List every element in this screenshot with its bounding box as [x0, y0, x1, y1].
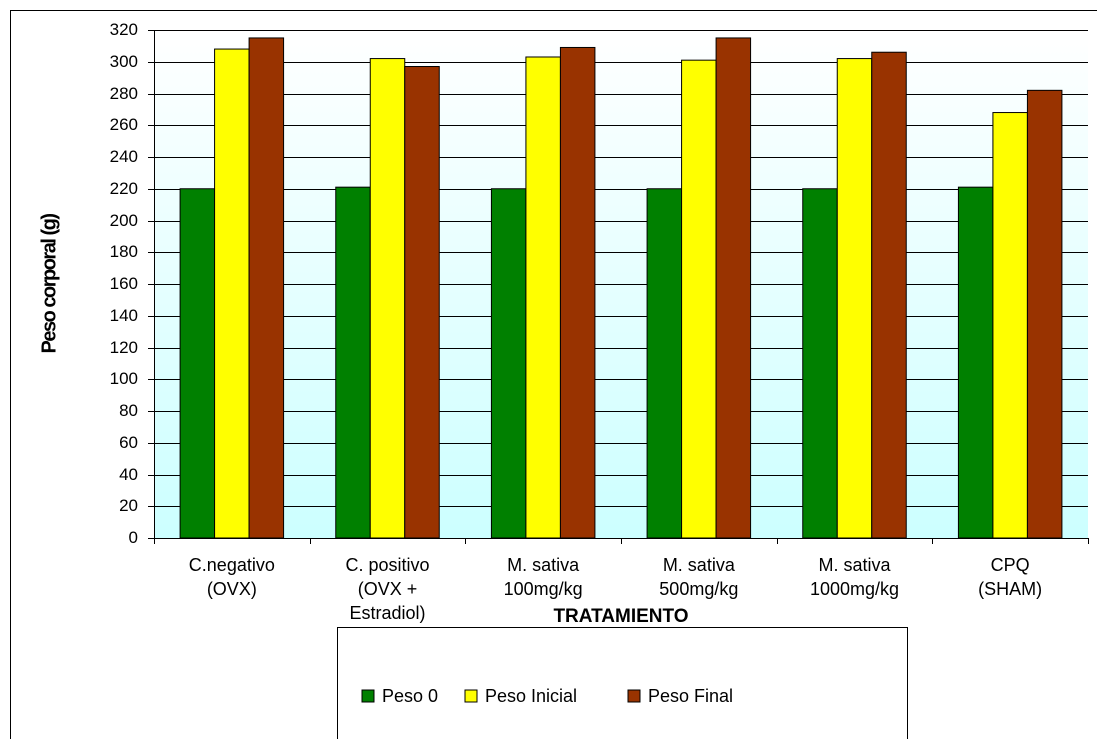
x-tick-label: (OVX): [207, 579, 257, 599]
bar: [1026, 89, 1063, 539]
y-tick-label: 40: [119, 465, 138, 484]
y-tick-label: 260: [110, 115, 138, 134]
x-tick-label: C. positivo: [345, 555, 429, 575]
y-tick-label: 100: [110, 369, 138, 388]
y-tick-label: 140: [110, 306, 138, 325]
y-tick-label: 280: [110, 84, 138, 103]
y-tick-label: 160: [110, 274, 138, 293]
y-tick-label: 320: [110, 20, 138, 39]
y-axis-title: Peso corporal (g): [38, 214, 60, 354]
bar: [248, 37, 285, 539]
legend-label: Peso 0: [382, 686, 438, 706]
bar: [802, 188, 838, 539]
y-tick-label: 240: [110, 147, 138, 166]
y-tick-label: 200: [110, 211, 138, 230]
bar: [836, 58, 873, 539]
x-tick-label: Estradiol): [349, 603, 425, 623]
x-tick-label: M. sativa: [663, 555, 736, 575]
legend-label: Peso Inicial: [485, 686, 577, 706]
x-tick-label: M. sativa: [507, 555, 580, 575]
bar: [525, 56, 561, 539]
bar: [715, 37, 752, 539]
y-tick-label: 180: [110, 242, 138, 261]
legend-swatch: [361, 689, 375, 703]
legend-swatch: [627, 689, 641, 703]
x-tick-label: M. sativa: [818, 555, 891, 575]
legend-label: Peso Final: [648, 686, 733, 706]
y-tick-label: 220: [110, 179, 138, 198]
bar: [369, 58, 406, 539]
bar: [871, 51, 907, 539]
x-tick-label: 1000mg/kg: [810, 579, 899, 599]
chart-frame: [10, 10, 1097, 739]
x-tick-label: 500mg/kg: [659, 579, 738, 599]
x-tick-label: (OVX +: [358, 579, 418, 599]
bar: [214, 48, 250, 539]
bar: [681, 59, 717, 539]
y-tick-label: 120: [110, 338, 138, 357]
legend-swatch: [464, 689, 478, 703]
y-tick-label: 300: [110, 52, 138, 71]
bar: [992, 112, 1028, 539]
bar: [179, 188, 216, 539]
y-tick-label: 80: [119, 401, 138, 420]
bar: [490, 188, 527, 539]
x-tick-label: CPQ: [991, 555, 1030, 575]
y-tick-label: 60: [119, 433, 138, 452]
bar: [957, 186, 994, 539]
bar: [335, 186, 371, 539]
bar: [646, 188, 683, 539]
x-tick-label: C.negativo: [189, 555, 275, 575]
legend: [337, 627, 908, 739]
x-axis-title: TRATAMIENTO: [553, 606, 688, 627]
x-tick-label: 100mg/kg: [504, 579, 583, 599]
y-tick-label: 20: [119, 496, 138, 515]
bar: [404, 66, 440, 539]
x-tick-label: (SHAM): [978, 579, 1042, 599]
bar: [559, 46, 596, 539]
y-tick-label: 0: [129, 528, 138, 547]
